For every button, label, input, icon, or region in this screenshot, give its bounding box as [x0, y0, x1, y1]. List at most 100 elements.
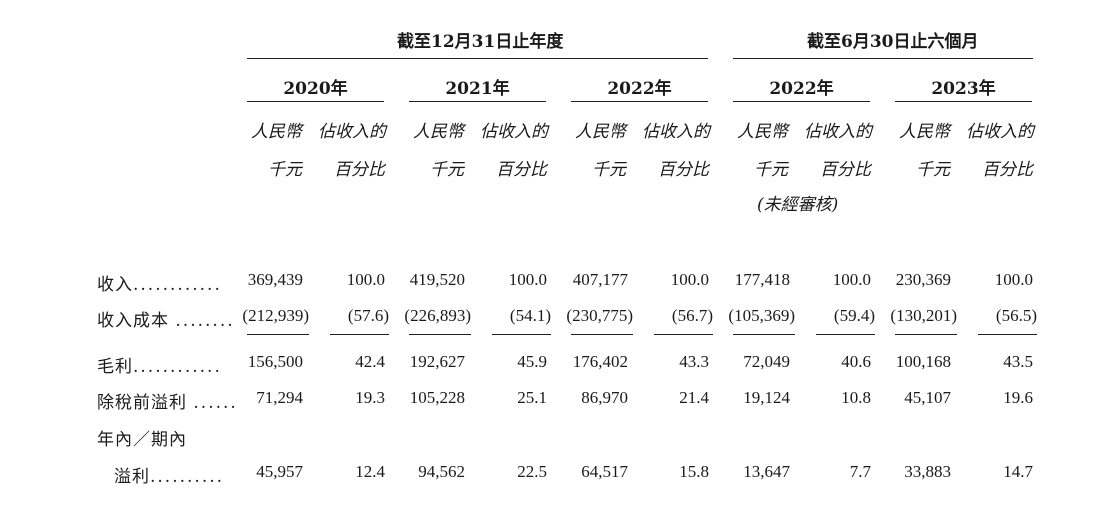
col-head-pct: 佔收入的 — [318, 122, 386, 142]
table-cell: 45.9 — [517, 352, 547, 371]
col-head-rmb-unit: 千元 — [754, 160, 788, 180]
table-cell: 19,124 — [743, 388, 790, 407]
row-label-text: 毛利 — [97, 357, 133, 377]
table-cell: 100.0 — [832, 270, 871, 289]
col-head-pct: 佔收入的 — [804, 122, 872, 142]
table-cell: 43.3 — [679, 352, 709, 371]
row-label-profit-for-period-line1: 年內／期內 — [97, 430, 187, 450]
year-rule-2022-h1 — [733, 101, 870, 102]
table-cell: 14.7 — [1003, 462, 1033, 481]
year-header-2020: 2020年 — [283, 79, 348, 99]
table-cell: 33,883 — [904, 462, 951, 481]
leader-dots: ............ — [133, 275, 222, 295]
table-cell: (130,201) — [890, 306, 957, 325]
year-header-2022: 2022年 — [607, 79, 672, 99]
leader-dots: .......... — [150, 467, 225, 487]
col-head-rmb: 人民幣 — [737, 122, 788, 142]
table-cell: 64,517 — [581, 462, 628, 481]
table-cell: 192,627 — [409, 352, 465, 371]
col-head-rmb-unit: 千元 — [268, 160, 302, 180]
year-rule-2022 — [571, 101, 708, 102]
col-head-rmb: 人民幣 — [413, 122, 464, 142]
table-cell: 12.4 — [355, 462, 385, 481]
table-cell: 21.4 — [679, 388, 709, 407]
col-head-pct-unit: 百分比 — [496, 160, 547, 180]
table-cell: 407,177 — [572, 270, 628, 289]
table-cell: 22.5 — [517, 462, 547, 481]
table-cell: 230,369 — [895, 270, 951, 289]
table-cell: (59.4) — [833, 306, 875, 325]
col-head-pct: 佔收入的 — [642, 122, 710, 142]
table-cell: 100.0 — [994, 270, 1033, 289]
year-header-2021: 2021年 — [445, 79, 510, 99]
row-label-text: 收入 — [97, 275, 133, 295]
group-header-six-months: 截至6月30日止六個月 — [807, 32, 979, 52]
row-label-gross-profit: 毛利............ — [97, 352, 222, 377]
table-cell: (56.5) — [995, 306, 1037, 325]
row-label-text: 溢利 — [114, 467, 150, 487]
subtotal-rule — [330, 334, 389, 335]
group-header-annual: 截至12月31日止年度 — [397, 32, 564, 52]
year-rule-2023-h1 — [895, 101, 1032, 102]
col-head-rmb: 人民幣 — [899, 122, 950, 142]
col-head-pct-unit: 百分比 — [820, 160, 871, 180]
table-cell: 45,957 — [256, 462, 303, 481]
col-head-pct-unit: 百分比 — [658, 160, 709, 180]
year-rule-2020 — [247, 101, 384, 102]
subtotal-rule — [492, 334, 551, 335]
table-cell: 369,439 — [247, 270, 303, 289]
table-cell: 94,562 — [418, 462, 465, 481]
leader-dots: ........ — [175, 311, 235, 331]
col-head-pct: 佔收入的 — [480, 122, 548, 142]
col-head-rmb: 人民幣 — [575, 122, 626, 142]
col-head-rmb: 人民幣 — [251, 122, 302, 142]
row-label-profit-for-period: 溢利.......... — [114, 462, 224, 487]
table-cell: 43.5 — [1003, 352, 1033, 371]
subtotal-rule — [895, 334, 957, 335]
row-label-text: 除稅前溢利 — [97, 393, 187, 413]
subtotal-rule — [654, 334, 713, 335]
table-cell: 419,520 — [409, 270, 465, 289]
subtotal-rule — [816, 334, 875, 335]
year-header-2022-h1: 2022年 — [769, 79, 834, 99]
table-cell: 45,107 — [904, 388, 951, 407]
table-cell: (57.6) — [347, 306, 389, 325]
table-cell: 15.8 — [679, 462, 709, 481]
table-cell: 105,228 — [409, 388, 465, 407]
subtotal-rule — [733, 334, 795, 335]
table-cell: 13,647 — [743, 462, 790, 481]
col-head-rmb-unit: 千元 — [916, 160, 950, 180]
col-head-pct-unit: 百分比 — [982, 160, 1033, 180]
table-cell: (212,939) — [242, 306, 309, 325]
row-label-text: 收入成本 — [97, 311, 169, 331]
group-rule-annual — [247, 58, 708, 59]
row-label-revenue: 收入............ — [97, 270, 222, 295]
subtotal-rule — [978, 334, 1037, 335]
leader-dots: ............ — [133, 357, 222, 377]
table-cell: (56.7) — [671, 306, 713, 325]
unaudited-note: (未經審核) — [757, 195, 839, 215]
table-cell: 72,049 — [743, 352, 790, 371]
table-cell: 100.0 — [508, 270, 547, 289]
subtotal-rule — [247, 334, 309, 335]
col-head-pct: 佔收入的 — [966, 122, 1034, 142]
table-cell: 19.6 — [1003, 388, 1033, 407]
year-header-2023-h1: 2023年 — [931, 79, 996, 99]
group-rule-six-months — [733, 58, 1033, 59]
table-cell: (226,893) — [404, 306, 471, 325]
col-head-rmb-unit: 千元 — [592, 160, 626, 180]
table-cell: 100.0 — [346, 270, 385, 289]
row-label-profit-before-tax: 除稅前溢利 ...... — [97, 388, 238, 413]
table-cell: 100.0 — [670, 270, 709, 289]
col-head-rmb-unit: 千元 — [430, 160, 464, 180]
table-cell: 40.6 — [841, 352, 871, 371]
table-cell: 177,418 — [734, 270, 790, 289]
table-cell: 86,970 — [581, 388, 628, 407]
table-cell: 10.8 — [841, 388, 871, 407]
table-cell: 71,294 — [256, 388, 303, 407]
table-cell: (230,775) — [566, 306, 633, 325]
table-cell: (54.1) — [509, 306, 551, 325]
leader-dots: ...... — [193, 393, 238, 413]
table-cell: 176,402 — [572, 352, 628, 371]
table-cell: 42.4 — [355, 352, 385, 371]
